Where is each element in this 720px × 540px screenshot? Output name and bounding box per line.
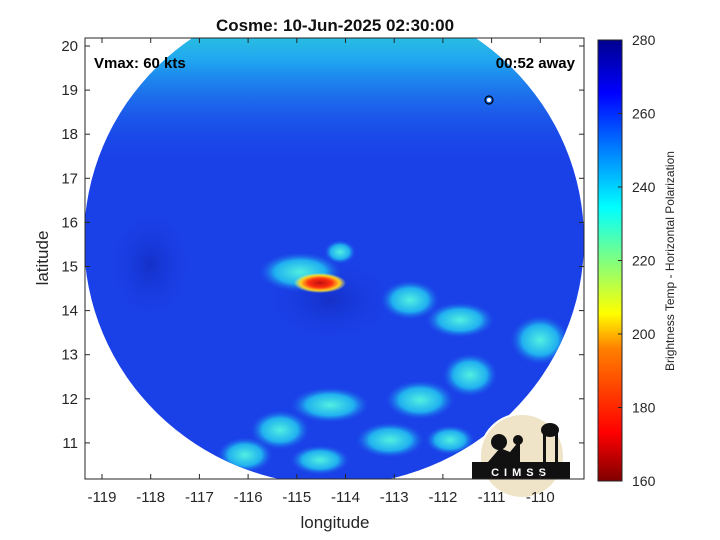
colorbar-tick-label: 240 <box>632 179 656 195</box>
time-away-label: 00:52 away <box>496 55 576 72</box>
rainband <box>425 302 495 338</box>
y-tick-label: 16 <box>61 214 78 231</box>
y-tick-label: 17 <box>61 170 78 187</box>
x-tick-label: -115 <box>282 489 311 506</box>
x-tick-label: -116 <box>234 489 263 506</box>
eyewall-outer <box>324 240 356 264</box>
x-tick-label: -110 <box>526 489 555 506</box>
cimss-logo: CIMSS <box>472 413 570 499</box>
y-tick-label: 20 <box>61 38 78 55</box>
contour-mark <box>487 98 491 102</box>
x-tick-label: -117 <box>185 489 214 506</box>
x-tick-label: -118 <box>136 489 165 506</box>
y-tick-label: 14 <box>61 303 78 320</box>
x-tick-label: -119 <box>88 489 117 506</box>
colorbar-ticks: 280 260 240 220 200 180 160 <box>618 32 656 489</box>
logo-text: CIMSS <box>491 467 551 479</box>
colorbar-label: Brightness Temp - Horizontal Polarizatio… <box>663 151 677 371</box>
y-tick-label: 19 <box>61 82 78 99</box>
y-tick-label: 13 <box>61 347 78 364</box>
y-axis-ticks: 20 19 18 17 16 15 14 13 12 11 <box>61 38 584 452</box>
vmax-label: Vmax: 60 kts <box>94 55 186 72</box>
rainband <box>425 425 475 455</box>
rainband <box>290 445 350 475</box>
north-edge-warm-band <box>85 38 584 170</box>
y-tick-label: 15 <box>61 259 78 276</box>
rainband <box>442 353 498 397</box>
colorbar-tick-label: 280 <box>632 32 656 48</box>
west-dark-region <box>105 205 195 325</box>
colorbar-tick-label: 160 <box>632 473 656 489</box>
colorbar-tick-label: 260 <box>632 106 656 122</box>
contour-mark <box>484 95 494 105</box>
y-tick-label: 11 <box>62 435 78 452</box>
x-tick-label: -111 <box>478 489 506 506</box>
colorbar-tick-label: 180 <box>632 400 656 416</box>
rainband <box>510 315 570 365</box>
x-tick-label: -112 <box>428 489 457 506</box>
x-axis-label: longitude <box>300 513 369 532</box>
axes-frame <box>84 37 585 480</box>
rainband <box>385 380 455 420</box>
x-tick-label: -113 <box>380 489 409 506</box>
colorbar-tick-label: 200 <box>632 326 656 342</box>
x-axis-ticks: -119 -118 -117 -116 -115 -114 -113 -112 -111 -110 <box>88 38 555 506</box>
rainband <box>250 410 310 450</box>
rainband <box>380 280 440 320</box>
y-tick-label: 18 <box>61 126 78 143</box>
y-tick-label: 12 <box>61 391 78 408</box>
plot-title: Cosme: 10-Jun-2025 02:30:00 <box>216 16 454 35</box>
x-tick-label: -114 <box>331 489 360 506</box>
satellite-swath <box>85 38 584 479</box>
eyewall-core <box>294 273 346 293</box>
rainband <box>355 422 425 458</box>
rainband <box>290 387 370 423</box>
y-axis-label: latitude <box>33 231 52 286</box>
colorbar-tick-label: 220 <box>632 253 656 269</box>
